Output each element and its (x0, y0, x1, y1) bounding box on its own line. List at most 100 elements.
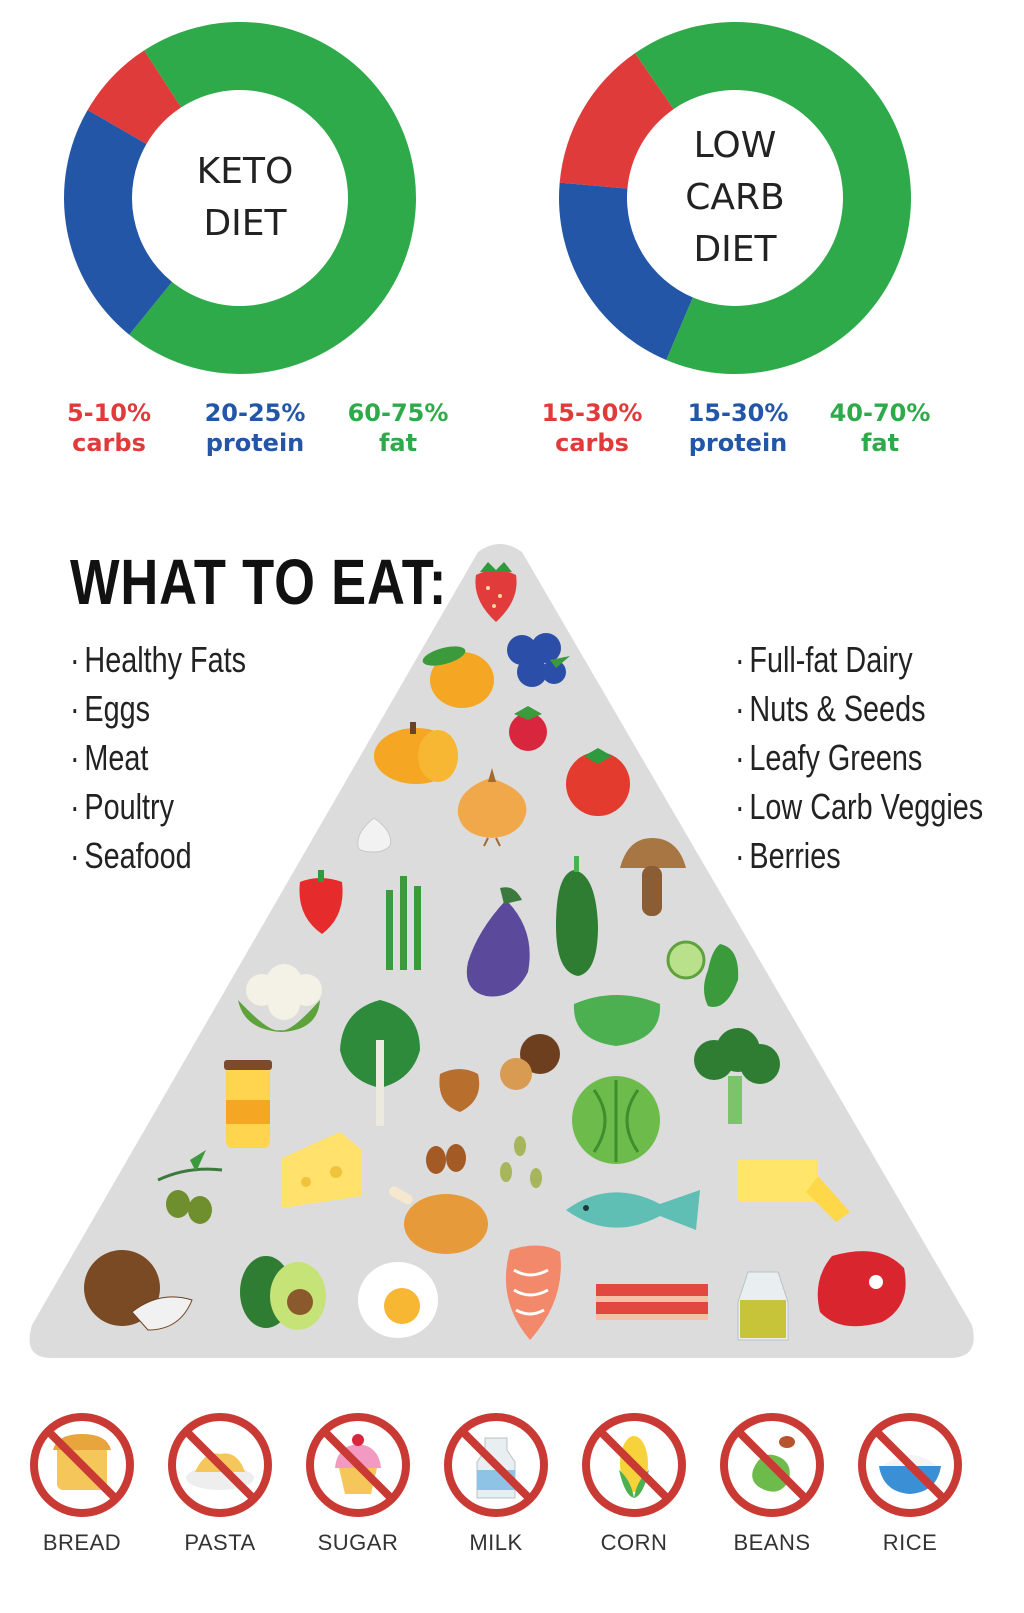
list-item: Seafood (70, 831, 246, 880)
keto-carbs-stat: 5-10% carbs (44, 398, 174, 458)
mango-icon (422, 646, 494, 708)
asparagus-icon (386, 876, 421, 970)
low-carb-fat-stat: 40-70% fat (815, 398, 945, 458)
avoid-label: RICE (882, 1530, 938, 1555)
cupcake-icon (306, 1413, 410, 1517)
avocado-icon (240, 1256, 326, 1330)
fish-icon (566, 1190, 700, 1230)
garlic-icon (357, 817, 392, 853)
avoid-bread: BREAD (22, 1410, 142, 1556)
keto-protein-stat: 20-25% protein (190, 398, 320, 458)
walnut-icon (439, 1069, 480, 1112)
beans-icon (720, 1413, 824, 1517)
list-item: Berries (735, 831, 983, 880)
keto-title-line: KETO (196, 151, 294, 192)
donut-slice-protein (63, 110, 173, 335)
low-carb-donut-chart (559, 22, 911, 375)
onion-icon (457, 768, 527, 847)
bread-icon (30, 1413, 134, 1517)
avoid-rice: RICE (850, 1410, 970, 1556)
avoid-corn: CORN (574, 1410, 694, 1556)
cheese-icon (282, 1132, 362, 1208)
avoid-label: SUGAR (317, 1530, 399, 1555)
keto-carbs-label: carbs (72, 429, 146, 457)
chicken-leg-icon (388, 1186, 488, 1254)
lettuce-icon (573, 995, 661, 1046)
donut-slice-fat (635, 22, 911, 375)
low-carb-title-line: DIET (693, 229, 777, 270)
chard-icon (340, 1000, 420, 1126)
low-carb-chart-title: LOW CARB DIET (640, 120, 830, 276)
keto-protein-label: protein (205, 429, 305, 457)
milk-bottle-icon (444, 1413, 548, 1517)
butter-icon (738, 1160, 850, 1222)
keto-chart-title: KETO DIET (150, 146, 340, 250)
low-carb-title-line: LOW (693, 125, 777, 166)
bell-pepper-icon (299, 870, 343, 934)
donut-slice-protein (559, 182, 693, 361)
almonds-icon (426, 1144, 466, 1174)
food-pyramid (29, 544, 974, 1358)
blueberries-icon (507, 633, 570, 687)
olives-icon (157, 1150, 223, 1224)
keto-donut-chart (63, 22, 416, 375)
broccoli-icon (694, 1028, 780, 1124)
low-carb-carbs-percent: 15-30% (541, 399, 643, 427)
low-carb-title-line: CARB (685, 177, 785, 218)
list-item: Full-fat Dairy (735, 635, 983, 684)
donut-slice-carbs (87, 50, 182, 144)
seeds-icon (500, 1136, 542, 1188)
avoid-label: BEANS (733, 1530, 811, 1555)
low-carb-protein-label: protein (688, 429, 788, 457)
avoid-sugar: SUGAR (298, 1410, 418, 1556)
olive-oil-icon (737, 1271, 789, 1341)
keto-fat-label: fat (378, 429, 418, 457)
avoid-label: CORN (600, 1530, 668, 1555)
salmon-icon (505, 1245, 561, 1340)
list-item: Low Carb Veggies (735, 782, 983, 831)
left-food-list: Healthy Fats Eggs Meat Poultry Seafood (70, 635, 290, 880)
coconut-icon (84, 1250, 193, 1331)
cucumber-icon (666, 940, 739, 1007)
low-carb-fat-label: fat (860, 429, 900, 457)
jar-icon (224, 1060, 272, 1148)
avoid-beans: BEANS (712, 1410, 832, 1556)
list-item: Leafy Greens (735, 733, 983, 782)
donut-slice-fat (129, 22, 416, 375)
low-carb-fat-percent: 40-70% (829, 399, 931, 427)
low-carb-protein-stat: 15-30% protein (673, 398, 803, 458)
right-food-list: Full-fat Dairy Nuts & Seeds Leafy Greens… (735, 635, 1024, 880)
steak-icon (817, 1251, 906, 1327)
hazelnut-icon (500, 1034, 560, 1090)
keto-carbs-percent: 5-10% (66, 399, 152, 427)
zucchini-icon (556, 856, 598, 976)
keto-fat-percent: 60-75% (347, 399, 449, 427)
pasta-icon (168, 1413, 272, 1517)
keto-protein-percent: 20-25% (204, 399, 306, 427)
corn-icon (582, 1413, 686, 1517)
list-item: Eggs (70, 684, 246, 733)
list-item: Nuts & Seeds (735, 684, 983, 733)
pumpkin-icon (374, 722, 458, 784)
cauliflower-icon (238, 964, 322, 1032)
avoid-milk: MILK (436, 1410, 556, 1556)
low-carb-protein-percent: 15-30% (687, 399, 789, 427)
avoid-pasta: PASTA (160, 1410, 280, 1556)
avoid-label: BREAD (42, 1530, 122, 1555)
list-item: Meat (70, 733, 246, 782)
list-item: Healthy Fats (70, 635, 246, 684)
list-item: Poultry (70, 782, 246, 831)
raspberry-icon (509, 706, 547, 751)
mushroom-icon (620, 838, 686, 916)
low-carb-carbs-label: carbs (555, 429, 629, 457)
low-carb-carbs-stat: 15-30% carbs (527, 398, 657, 458)
tomato-icon (566, 748, 630, 816)
rice-bowl-icon (858, 1413, 962, 1517)
avoid-label: PASTA (184, 1530, 256, 1555)
egg-icon (358, 1262, 438, 1338)
donut-slice-carbs (559, 53, 674, 189)
strawberry-icon (475, 562, 517, 622)
what-to-eat-heading: WHAT TO EAT: (70, 546, 448, 618)
avoid-label: MILK (469, 1530, 523, 1555)
keto-title-line: DIET (203, 203, 287, 244)
